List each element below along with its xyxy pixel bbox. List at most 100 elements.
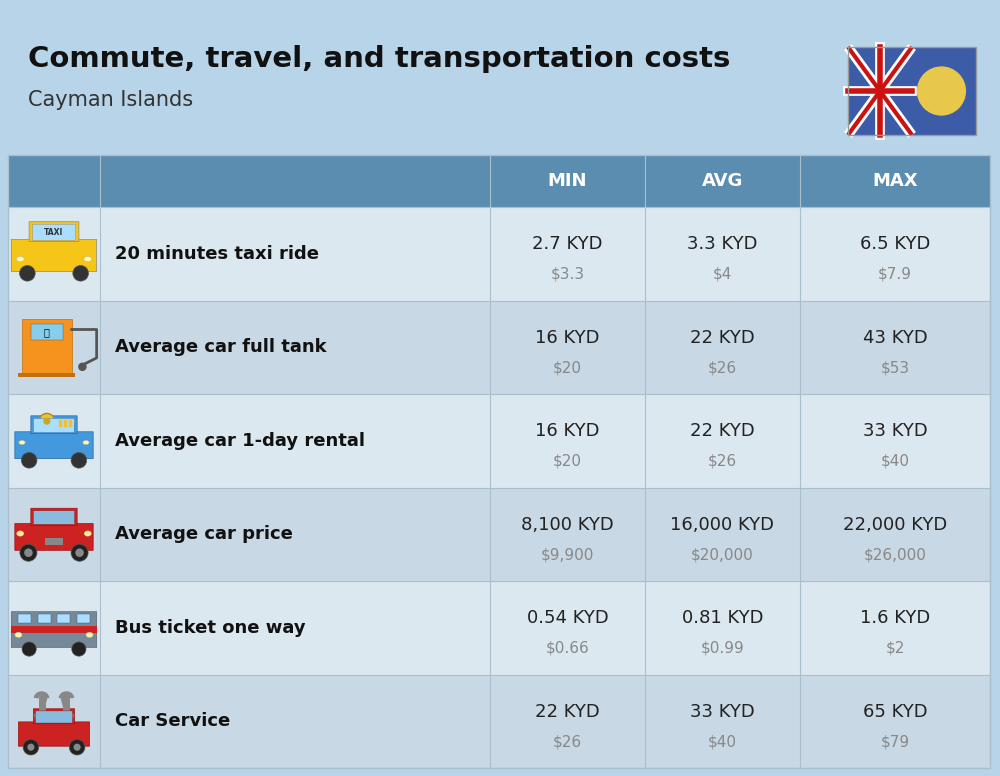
Text: $26,000: $26,000 bbox=[864, 547, 926, 563]
Circle shape bbox=[24, 549, 33, 557]
Ellipse shape bbox=[15, 632, 22, 638]
Text: 1.6 KYD: 1.6 KYD bbox=[860, 609, 930, 628]
Text: 33 KYD: 33 KYD bbox=[690, 703, 755, 721]
Bar bbox=[22, 319, 72, 376]
Text: 22 KYD: 22 KYD bbox=[690, 422, 755, 441]
Text: 2.7 KYD: 2.7 KYD bbox=[532, 235, 603, 254]
Text: $20: $20 bbox=[553, 360, 582, 376]
Circle shape bbox=[27, 743, 34, 750]
Text: 16 KYD: 16 KYD bbox=[535, 422, 600, 441]
Bar bbox=[848, 47, 976, 135]
FancyBboxPatch shape bbox=[11, 611, 97, 647]
Text: 💧: 💧 bbox=[44, 327, 50, 338]
Text: 33 KYD: 33 KYD bbox=[863, 422, 927, 441]
Text: 22 KYD: 22 KYD bbox=[535, 703, 600, 721]
Text: $3.3: $3.3 bbox=[550, 267, 585, 282]
Circle shape bbox=[75, 549, 84, 557]
Text: $79: $79 bbox=[880, 734, 910, 750]
Circle shape bbox=[39, 414, 55, 429]
Text: $26: $26 bbox=[553, 734, 582, 750]
Bar bbox=[8, 155, 990, 207]
Text: Car Service: Car Service bbox=[115, 712, 230, 730]
Circle shape bbox=[917, 67, 966, 116]
Text: TAXI: TAXI bbox=[44, 228, 64, 237]
Text: $4: $4 bbox=[713, 267, 732, 282]
Text: 3.3 KYD: 3.3 KYD bbox=[687, 235, 758, 254]
FancyBboxPatch shape bbox=[33, 511, 75, 525]
Bar bbox=[57, 614, 70, 623]
Text: Bus ticket one way: Bus ticket one way bbox=[115, 618, 306, 637]
Bar bbox=[8, 394, 990, 487]
Circle shape bbox=[22, 642, 36, 656]
Bar bbox=[31, 324, 63, 340]
Bar bbox=[848, 47, 976, 135]
Circle shape bbox=[73, 265, 88, 281]
Circle shape bbox=[78, 362, 87, 371]
Text: 43 KYD: 43 KYD bbox=[863, 329, 927, 347]
Text: 8,100 KYD: 8,100 KYD bbox=[521, 516, 614, 534]
Text: 16,000 KYD: 16,000 KYD bbox=[670, 516, 774, 534]
Circle shape bbox=[21, 452, 37, 468]
Text: AVG: AVG bbox=[702, 172, 743, 190]
Text: $0.99: $0.99 bbox=[701, 641, 744, 656]
Bar bbox=[8, 581, 990, 674]
Ellipse shape bbox=[16, 256, 24, 262]
Ellipse shape bbox=[84, 531, 91, 536]
FancyBboxPatch shape bbox=[31, 508, 77, 525]
Text: 22 KYD: 22 KYD bbox=[690, 329, 755, 347]
Text: Average car full tank: Average car full tank bbox=[115, 338, 327, 356]
Text: 20 minutes taxi ride: 20 minutes taxi ride bbox=[115, 244, 319, 263]
Ellipse shape bbox=[19, 441, 25, 445]
Text: $26: $26 bbox=[708, 454, 737, 469]
Bar bbox=[8, 300, 990, 394]
FancyBboxPatch shape bbox=[33, 418, 74, 432]
FancyBboxPatch shape bbox=[33, 708, 75, 724]
Text: $2: $2 bbox=[885, 641, 905, 656]
FancyBboxPatch shape bbox=[11, 240, 97, 272]
Bar bbox=[45, 538, 63, 545]
Circle shape bbox=[71, 452, 87, 468]
Circle shape bbox=[71, 544, 88, 561]
FancyBboxPatch shape bbox=[31, 416, 77, 434]
FancyBboxPatch shape bbox=[33, 224, 75, 241]
Text: $0.66: $0.66 bbox=[546, 641, 589, 656]
Text: 6.5 KYD: 6.5 KYD bbox=[860, 235, 930, 254]
Text: Commute, travel, and transportation costs: Commute, travel, and transportation cost… bbox=[28, 45, 730, 73]
Text: 22,000 KYD: 22,000 KYD bbox=[843, 516, 947, 534]
Ellipse shape bbox=[17, 531, 24, 536]
Text: 16 KYD: 16 KYD bbox=[535, 329, 600, 347]
Bar bbox=[8, 487, 990, 581]
Text: $20,000: $20,000 bbox=[691, 547, 754, 563]
Bar bbox=[18, 373, 75, 377]
Bar bbox=[11, 626, 97, 633]
Text: 65 KYD: 65 KYD bbox=[863, 703, 927, 721]
Text: Cayman Islands: Cayman Islands bbox=[28, 90, 193, 110]
Ellipse shape bbox=[86, 632, 93, 638]
Text: MIN: MIN bbox=[548, 172, 587, 190]
Text: Average car price: Average car price bbox=[115, 525, 293, 543]
Circle shape bbox=[23, 740, 39, 755]
Circle shape bbox=[74, 743, 81, 750]
FancyBboxPatch shape bbox=[35, 711, 73, 723]
Circle shape bbox=[20, 544, 37, 561]
Text: 0.81 KYD: 0.81 KYD bbox=[682, 609, 763, 628]
Circle shape bbox=[69, 740, 85, 755]
FancyBboxPatch shape bbox=[15, 431, 93, 459]
Text: $20: $20 bbox=[553, 454, 582, 469]
Text: 0.54 KYD: 0.54 KYD bbox=[527, 609, 608, 628]
Text: MAX: MAX bbox=[872, 172, 918, 190]
Text: $7.9: $7.9 bbox=[878, 267, 912, 282]
Text: Average car 1-day rental: Average car 1-day rental bbox=[115, 431, 365, 450]
FancyBboxPatch shape bbox=[18, 722, 90, 747]
Text: $26: $26 bbox=[708, 360, 737, 376]
Circle shape bbox=[72, 642, 86, 656]
Text: $40: $40 bbox=[708, 734, 737, 750]
Circle shape bbox=[20, 265, 35, 281]
FancyBboxPatch shape bbox=[29, 222, 79, 241]
Circle shape bbox=[43, 417, 50, 424]
Bar bbox=[77, 614, 90, 623]
Bar bbox=[38, 614, 51, 623]
FancyBboxPatch shape bbox=[15, 524, 93, 550]
Bar bbox=[18, 614, 31, 623]
Ellipse shape bbox=[83, 441, 89, 445]
